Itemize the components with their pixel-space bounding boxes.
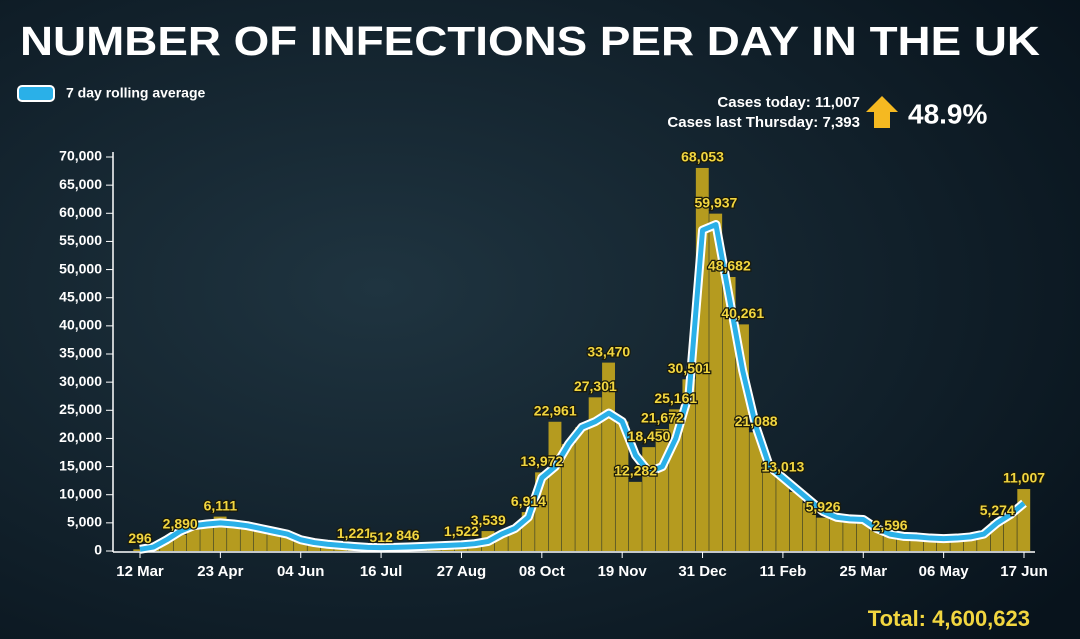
x-tick-label: 19 Nov (598, 563, 648, 580)
bar (709, 213, 723, 551)
value-label: 13,013 (761, 458, 804, 474)
cases-today: Cases today: 11,007 (717, 94, 860, 111)
x-tick-label: 17 Jun (1000, 563, 1048, 580)
y-tick-label: 50,000 (59, 260, 102, 276)
bar (776, 477, 790, 551)
bar (267, 531, 281, 551)
bar (722, 276, 736, 551)
value-label: 40,261 (721, 305, 764, 321)
bar (1003, 512, 1017, 551)
change-percent: 48.9% (908, 98, 987, 129)
value-label: 59,937 (695, 194, 738, 210)
bar (843, 519, 857, 551)
bar (588, 397, 602, 551)
value-label: 512 (369, 529, 393, 545)
value-label: 5,926 (806, 498, 841, 514)
y-tick-label: 60,000 (59, 204, 102, 220)
x-tick-label: 27 Aug (437, 563, 486, 580)
bar (628, 481, 642, 551)
value-label: 12,282 (614, 463, 657, 479)
x-tick-label: 25 Mar (840, 563, 888, 580)
value-label: 30,501 (668, 360, 711, 376)
bar (856, 520, 870, 551)
bar (227, 523, 240, 551)
bar (762, 466, 776, 551)
y-tick-label: 65,000 (59, 176, 102, 192)
bar (294, 539, 307, 551)
up-arrow (866, 96, 898, 128)
bar (816, 517, 830, 551)
bar (548, 421, 562, 551)
x-tick-label: 16 Jul (360, 563, 403, 580)
value-label: 25,161 (654, 390, 697, 406)
x-tick-label: 08 Oct (519, 563, 565, 580)
bar (936, 539, 950, 551)
line (139, 222, 1026, 552)
y-tick-label: 30,000 (59, 373, 102, 389)
x-tick-label: 06 May (919, 563, 970, 580)
x-tick-label: 23 Apr (197, 563, 243, 580)
y-tick-label: 10,000 (59, 485, 102, 501)
legend-swatch (17, 85, 55, 102)
bar (682, 379, 696, 551)
bar (789, 491, 803, 551)
x-tick-label: 12 Mar (116, 563, 164, 580)
bar (615, 421, 629, 551)
y-tick-label: 15,000 (59, 457, 102, 473)
bar (240, 526, 254, 551)
value-label: 11,007 (1003, 470, 1045, 486)
value-label: 2,890 (163, 515, 198, 531)
y-tick-label: 35,000 (59, 345, 102, 361)
legend-label: 7 day rolling average (66, 85, 205, 101)
bar (575, 427, 589, 551)
value-label: 21,672 (641, 410, 684, 426)
bar (1017, 489, 1031, 551)
y-tick-label: 25,000 (59, 401, 102, 417)
value-label: 68,053 (681, 149, 724, 165)
value-label: 3,539 (471, 512, 506, 528)
y-tick-label: 40,000 (59, 317, 102, 333)
chart-title: NUMBER OF INFECTIONS PER DAY IN THE UK (20, 18, 1040, 64)
value-label: 296 (128, 530, 152, 546)
bar (803, 503, 816, 551)
value-label: 33,470 (587, 343, 630, 359)
y-tick-label: 0 (94, 542, 102, 558)
bar (133, 549, 147, 551)
value-label: 5,274 (980, 502, 1015, 518)
value-label: 48,682 (708, 258, 751, 274)
value-label: 6,914 (511, 493, 546, 509)
y-tick-label: 45,000 (59, 288, 102, 304)
x-tick-label: 04 Jun (277, 563, 325, 580)
value-label: 1,522 (444, 523, 479, 539)
value-label: 21,088 (735, 413, 778, 429)
value-label: 846 (396, 527, 420, 543)
y-tick-label: 70,000 (59, 148, 102, 164)
bar (883, 536, 897, 551)
total: Total: 4,600,623 (868, 606, 1030, 631)
bar (160, 539, 173, 551)
cases-last-thursday: Cases last Thursday: 7,393 (667, 114, 860, 131)
x-tick-label: 31 Dec (678, 563, 726, 580)
bar (749, 432, 763, 551)
value-label: 1,221 (337, 525, 372, 541)
value-label: 2,596 (873, 517, 908, 533)
value-label: 27,301 (574, 378, 617, 394)
x-tick-label: 11 Feb (760, 563, 807, 580)
value-label: 6,111 (204, 497, 238, 513)
bar (829, 518, 843, 551)
bar (561, 444, 575, 551)
bar (253, 529, 267, 551)
y-tick-label: 55,000 (59, 232, 102, 248)
y-tick-label: 5,000 (67, 514, 102, 530)
y-tick-label: 20,000 (59, 429, 102, 445)
value-label: 13,972 (520, 453, 563, 469)
bar (200, 522, 214, 551)
value-label: 22,961 (534, 402, 577, 418)
value-label: 18,450 (628, 428, 671, 444)
